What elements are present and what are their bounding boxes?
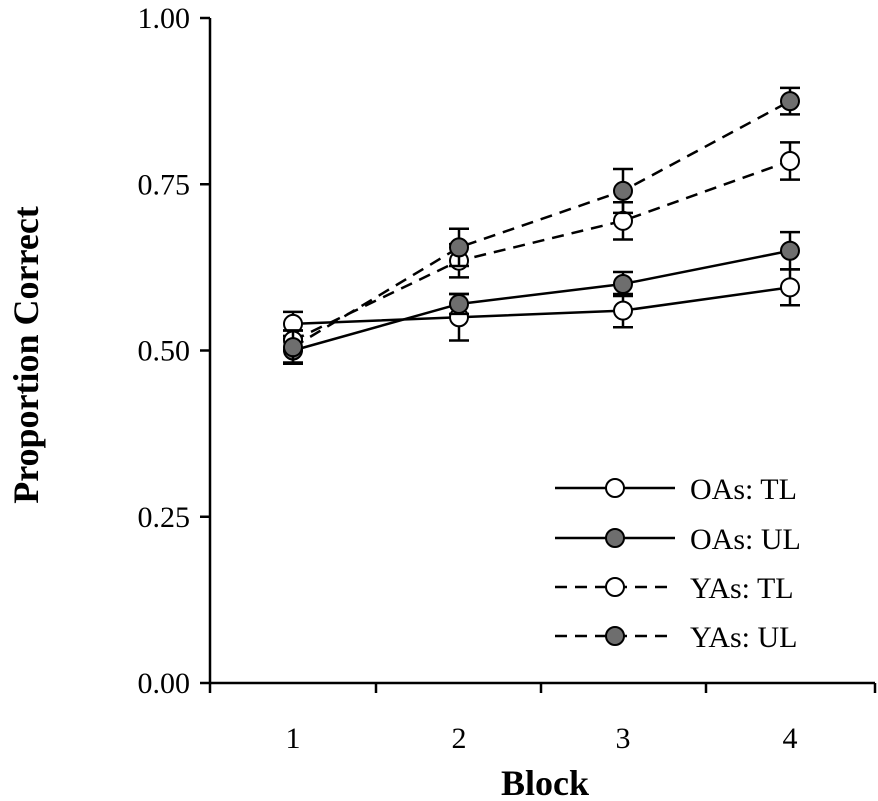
data-point: [613, 300, 633, 321]
x-tick-label: 1: [286, 722, 301, 755]
y-axis-title: Proportion Correct: [6, 206, 46, 504]
legend-label: YAs: UL: [690, 621, 798, 654]
data-point: [449, 237, 469, 258]
data-point: [780, 150, 800, 171]
legend-label: OAs: TL: [690, 473, 797, 506]
series-line: [292, 249, 791, 352]
series-yas-tl: [283, 141, 800, 352]
y-tick-label: 1.00: [138, 2, 191, 35]
x-axis-title: Block: [501, 763, 589, 801]
legend: OAs: TL OAs: UL YAs: TL YAs: UL: [555, 473, 801, 654]
legend-label: YAs: TL: [690, 572, 794, 605]
legend-marker: [605, 528, 625, 548]
legend-marker: [605, 478, 625, 498]
data-point: [780, 277, 800, 298]
legend-item: YAs: TL: [555, 572, 794, 605]
x-ticks: 1 2 3 4: [208, 683, 877, 755]
data-point: [613, 210, 633, 231]
series-line: [292, 286, 791, 326]
series-layer: [283, 86, 800, 366]
y-tick-label: 0.00: [138, 667, 191, 700]
data-point: [449, 293, 469, 314]
legend-item: YAs: UL: [555, 621, 798, 654]
series-oas-tl: [283, 268, 800, 342]
data-point: [780, 91, 800, 112]
x-tick-label: 2: [452, 722, 467, 755]
series-line: [292, 100, 791, 349]
data-point: [613, 274, 633, 294]
x-tick-label: 4: [783, 722, 798, 755]
legend-label: OAs: UL: [690, 523, 801, 556]
y-ticks: 0.00 0.25 0.50 0.75 1.00: [138, 2, 210, 700]
legend-marker: [605, 577, 625, 597]
data-point: [613, 180, 633, 201]
legend-item: OAs: TL: [555, 473, 797, 506]
x-tick-label: 3: [616, 722, 631, 755]
data-point: [780, 240, 800, 261]
series-yas-ul: [283, 86, 800, 366]
legend-item: OAs: UL: [555, 523, 801, 556]
y-tick-label: 0.25: [138, 501, 191, 534]
legend-marker: [605, 626, 625, 646]
y-tick-label: 0.75: [138, 168, 191, 201]
y-tick-label: 0.50: [138, 335, 191, 368]
data-point: [283, 337, 303, 358]
series-line: [292, 159, 791, 342]
